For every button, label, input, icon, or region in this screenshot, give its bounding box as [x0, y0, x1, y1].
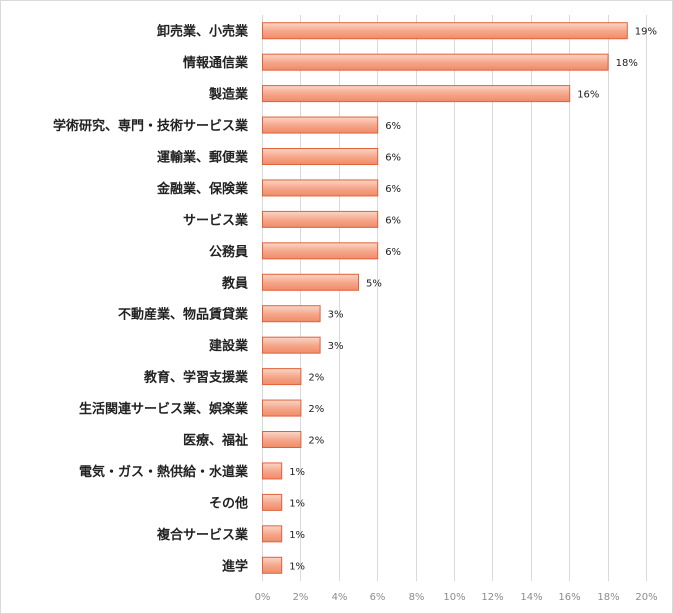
category-label: 建設業: [209, 338, 249, 354]
bar: [262, 210, 379, 228]
category-label: 教育、学習支援業: [143, 370, 249, 386]
x-axis-ticks: 0% 2% 4% 6% 8% 10% 12% 14% 16% 18% 20%: [255, 592, 658, 603]
value-labels: 19% 18% 16% 6% 6% 6% 6% 6% 5% 3% 3% 2% 2% 2% 1% 1% 1% 1%: [289, 27, 657, 573]
value-label: 1%: [289, 530, 305, 541]
category-label: 情報通信業: [183, 55, 249, 71]
x-tick-label: 6%: [370, 592, 386, 603]
value-label: 5%: [366, 278, 382, 289]
category-label: 公務員: [209, 244, 248, 260]
value-label: 19%: [635, 27, 657, 38]
value-label: 1%: [289, 561, 305, 572]
bars: [262, 22, 628, 574]
bar: [262, 85, 571, 103]
value-label: 6%: [385, 184, 401, 195]
bar: [262, 53, 609, 71]
x-tick-label: 8%: [409, 592, 425, 603]
value-label: 3%: [328, 310, 344, 321]
category-label: 電気・ガス・熱供給・水道業: [79, 464, 249, 480]
x-tick-label: 10%: [443, 592, 465, 603]
category-label: その他: [209, 495, 248, 511]
value-label: 1%: [289, 467, 305, 478]
bar: [262, 493, 283, 511]
x-tick-label: 0%: [255, 592, 271, 603]
category-label: 学術研究、専門・技術サービス業: [53, 118, 249, 134]
category-label: サービス業: [183, 212, 249, 228]
x-tick-label: 2%: [293, 592, 309, 603]
bar: [262, 336, 321, 354]
x-tick-label: 16%: [558, 592, 580, 603]
bar: [262, 431, 302, 448]
bar: [262, 179, 379, 197]
x-tick-label: 4%: [332, 592, 348, 603]
value-label: 2%: [308, 404, 324, 415]
value-label: 18%: [616, 58, 638, 69]
bar: [262, 22, 628, 40]
category-label: 進学: [222, 558, 248, 574]
value-label: 6%: [385, 215, 401, 226]
category-label: 金融業、保険業: [156, 181, 249, 197]
x-tick-label: 12%: [481, 592, 503, 603]
category-label: 複合サービス業: [156, 527, 249, 543]
category-label: 不動産業、物品賃貸業: [118, 307, 249, 323]
x-tick-label: 14%: [520, 592, 542, 603]
bar: [262, 116, 379, 134]
value-label: 1%: [289, 498, 305, 509]
bar: [262, 368, 302, 386]
value-label: 3%: [328, 341, 344, 352]
bar: [262, 556, 283, 574]
x-tick-label: 18%: [597, 592, 619, 603]
value-label: 6%: [385, 247, 401, 258]
value-label: 6%: [385, 153, 401, 164]
bar: [262, 399, 302, 417]
bar: [262, 525, 283, 543]
category-label: 運輸業、郵便業: [157, 150, 249, 166]
value-label: 2%: [308, 436, 324, 447]
bar: [262, 148, 379, 165]
x-tick-label: 20%: [635, 592, 657, 603]
bar: [262, 305, 321, 323]
bar: [262, 242, 379, 260]
value-label: 6%: [385, 121, 401, 132]
category-label: 医療、福祉: [183, 433, 248, 449]
category-label: 製造業: [208, 87, 249, 103]
category-labels: 卸売業、小売業情報通信業製造業学術研究、専門・技術サービス業運輸業、郵便業金融業…: [53, 24, 249, 575]
category-label: 教員: [221, 275, 248, 291]
bar: [262, 273, 359, 291]
bar: [262, 462, 283, 480]
value-label: 16%: [577, 90, 599, 101]
gridlines: [262, 15, 647, 581]
value-label: 2%: [308, 373, 324, 384]
category-label: 卸売業、小売業: [157, 24, 249, 40]
category-label: 生活関連サービス業、娯楽業: [79, 401, 249, 417]
